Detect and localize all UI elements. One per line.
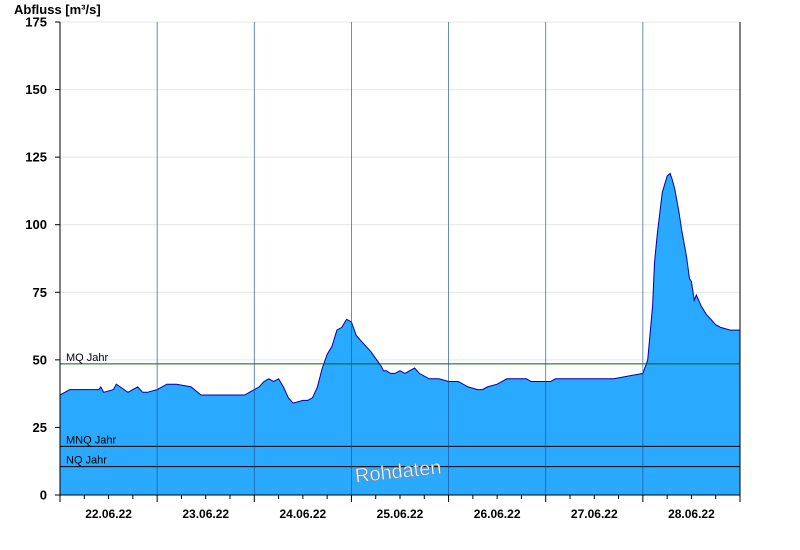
y-tick-label: 175: [25, 15, 47, 30]
y-axis-title: Abfluss [m³/s]: [14, 2, 101, 17]
reference-line-label: NQ Jahr: [66, 455, 107, 467]
reference-line-label: MNQ Jahr: [66, 434, 116, 446]
grid-lines: [60, 21, 740, 428]
y-tick-label: 50: [33, 352, 47, 367]
x-ticks: 22.06.22 23.06.22 24.06.22 25.06.22 26.06.22…: [59, 495, 741, 521]
x-tick-label: 24.06.22: [279, 507, 326, 521]
y-tick-label: 0: [40, 488, 47, 503]
discharge-area: [60, 173, 740, 495]
reference-lines: MQ Jahr MNQ Jahr NQ Jahr: [60, 352, 740, 468]
x-tick-label: 25.06.22: [377, 507, 424, 521]
x-tick-label: 26.06.22: [474, 507, 521, 521]
y-ticks: 0 25 50 75 100 125 150 175: [25, 15, 60, 503]
area-layer: [59, 172, 740, 495]
y-tick-label: 125: [25, 150, 47, 165]
day-boundary-lines: [156, 22, 644, 495]
x-tick-label: 27.06.22: [571, 507, 618, 521]
y-tick-label: 150: [25, 82, 47, 97]
x-tick-label: 23.06.22: [182, 507, 229, 521]
x-tick-label: 28.06.22: [668, 507, 715, 521]
y-tick-label: 75: [33, 285, 47, 300]
y-tick-label: 100: [25, 217, 47, 232]
discharge-line: [59, 172, 740, 404]
x-tick-label: 22.06.22: [85, 507, 132, 521]
y-tick-label: 25: [33, 420, 47, 435]
reference-line-label: MQ Jahr: [66, 352, 109, 364]
